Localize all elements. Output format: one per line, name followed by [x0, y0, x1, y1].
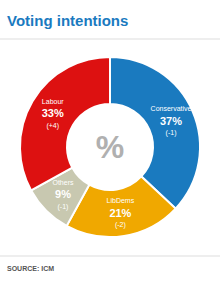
slice-name: Others	[52, 179, 74, 186]
slice-name: Conservative	[151, 105, 192, 112]
change-label: (-2)	[115, 221, 126, 229]
divider	[0, 39, 220, 40]
source: SOURCE: ICM	[7, 265, 54, 272]
chart: Voting intentions% Conservative 37% (-1) Lib…	[0, 0, 220, 281]
change-label: (+4)	[46, 122, 59, 130]
change-label: (-1)	[58, 203, 69, 211]
center-text: %	[96, 129, 124, 165]
data-label: 9%	[55, 188, 71, 200]
slice	[20, 57, 110, 190]
divider	[0, 256, 220, 257]
title: Voting intentions	[7, 12, 128, 29]
data-label: 21%	[109, 207, 131, 219]
change-label: (-1)	[166, 129, 177, 137]
data-label: 33%	[42, 107, 64, 119]
slice-name: Labour	[42, 98, 64, 105]
data-label: 37%	[160, 115, 182, 127]
slice-name: LibDems	[107, 197, 135, 204]
